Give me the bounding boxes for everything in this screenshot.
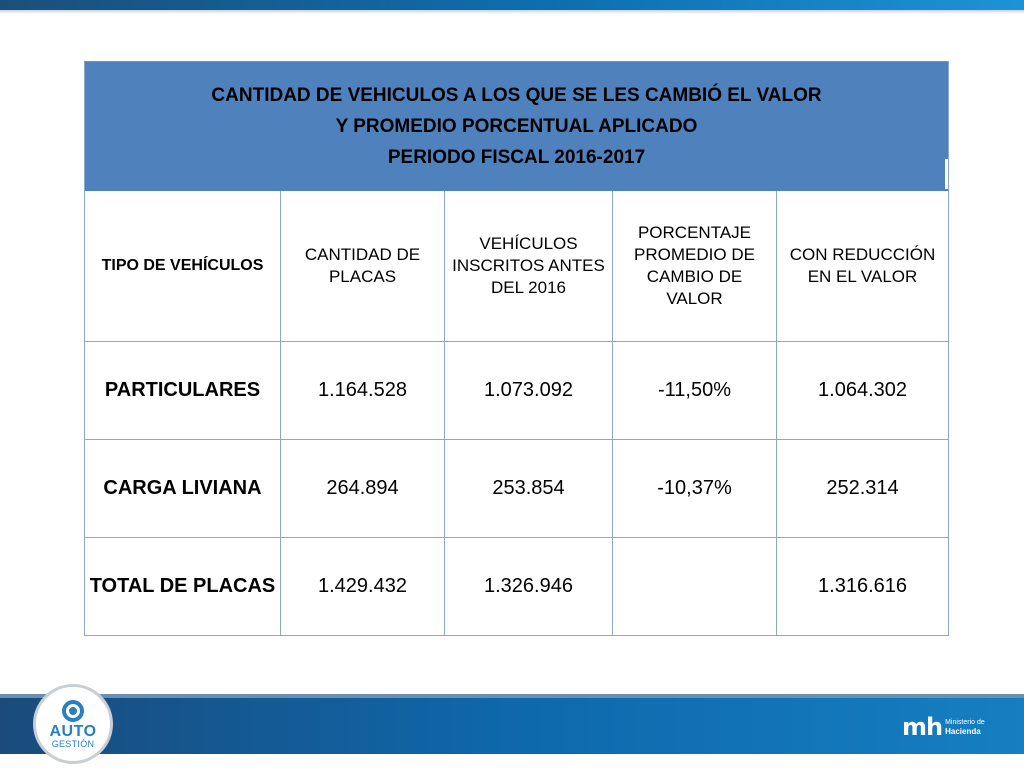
mh-logo-line-2: Hacienda <box>945 726 981 736</box>
cell-reduccion: 252.314 <box>775 439 950 538</box>
table-row: PARTICULARES 1.164.528 1.073.092 -11,50%… <box>84 341 950 440</box>
bottom-footer-bar <box>0 698 1024 754</box>
cell-placas: 264.894 <box>280 439 445 538</box>
cell-placas: 1.164.528 <box>280 341 445 440</box>
header-con-reduccion: CON REDUCCIÓN EN EL VALOR <box>775 191 950 342</box>
cell-porcentaje: -10,37% <box>612 439 777 538</box>
badge-gestion-text: GESTIÓN <box>51 738 95 749</box>
header-tipo-vehiculos: TIPO DE VEHÍCULOS <box>84 191 281 342</box>
mh-logo-mark: mh <box>902 713 943 741</box>
title-edge-mark <box>945 159 949 189</box>
badge-auto-text: AUTO <box>49 722 97 740</box>
table-title: CANTIDAD DE VEHICULOS A LOS QUE SE LES C… <box>83 61 950 191</box>
vehicle-value-change-table: CANTIDAD DE VEHICULOS A LOS QUE SE LES C… <box>83 61 950 636</box>
cell-porcentaje: -11,50% <box>612 341 777 440</box>
table-title-line-2: Y PROMEDIO PORCENTUAL APLICADO <box>335 116 698 137</box>
table-row: TOTAL DE PLACAS 1.429.432 1.326.946 1.31… <box>84 537 950 636</box>
header-cantidad-placas: CANTIDAD DE PLACAS <box>280 191 445 342</box>
mh-logo-text: Ministerio de Hacienda <box>945 719 985 736</box>
table-title-line-1: CANTIDAD DE VEHICULOS A LOS QUE SE LES C… <box>211 85 822 106</box>
cell-inscritos: 1.073.092 <box>444 341 613 440</box>
top-bar-shadow <box>0 10 1024 14</box>
cell-reduccion: 1.316.616 <box>775 537 950 636</box>
cell-placas: 1.429.432 <box>280 537 445 636</box>
autogestion-badge: AUTO GESTIÓN <box>33 684 113 764</box>
bottom-bar-edge <box>0 694 1024 698</box>
header-porcentaje-promedio: PORCENTAJE PROMEDIO DE CAMBIO DE VALOR <box>612 191 777 342</box>
row-label: CARGA LIVIANA <box>84 439 281 538</box>
cell-inscritos: 1.326.946 <box>444 537 613 636</box>
table-title-line-3: PERIODO FISCAL 2016-2017 <box>387 147 646 168</box>
row-label: TOTAL DE PLACAS <box>84 537 281 636</box>
ministerio-hacienda-logo: mh Ministerio de Hacienda <box>902 714 985 740</box>
cell-porcentaje <box>612 537 777 636</box>
cell-reduccion: 1.064.302 <box>775 341 950 440</box>
table-header-row: TIPO DE VEHÍCULOS CANTIDAD DE PLACAS VEH… <box>84 191 950 342</box>
cell-inscritos: 253.854 <box>444 439 613 538</box>
header-vehiculos-inscritos: VEHÍCULOS INSCRITOS ANTES DEL 2016 <box>444 191 613 342</box>
bottom-white-strip <box>0 754 1024 768</box>
table-row: CARGA LIVIANA 264.894 253.854 -10,37% 25… <box>84 439 950 538</box>
mh-logo-line-1: Ministerio de <box>945 718 985 726</box>
wheel-icon <box>62 699 84 722</box>
top-accent-bar <box>0 0 1024 10</box>
row-label: PARTICULARES <box>84 341 281 440</box>
